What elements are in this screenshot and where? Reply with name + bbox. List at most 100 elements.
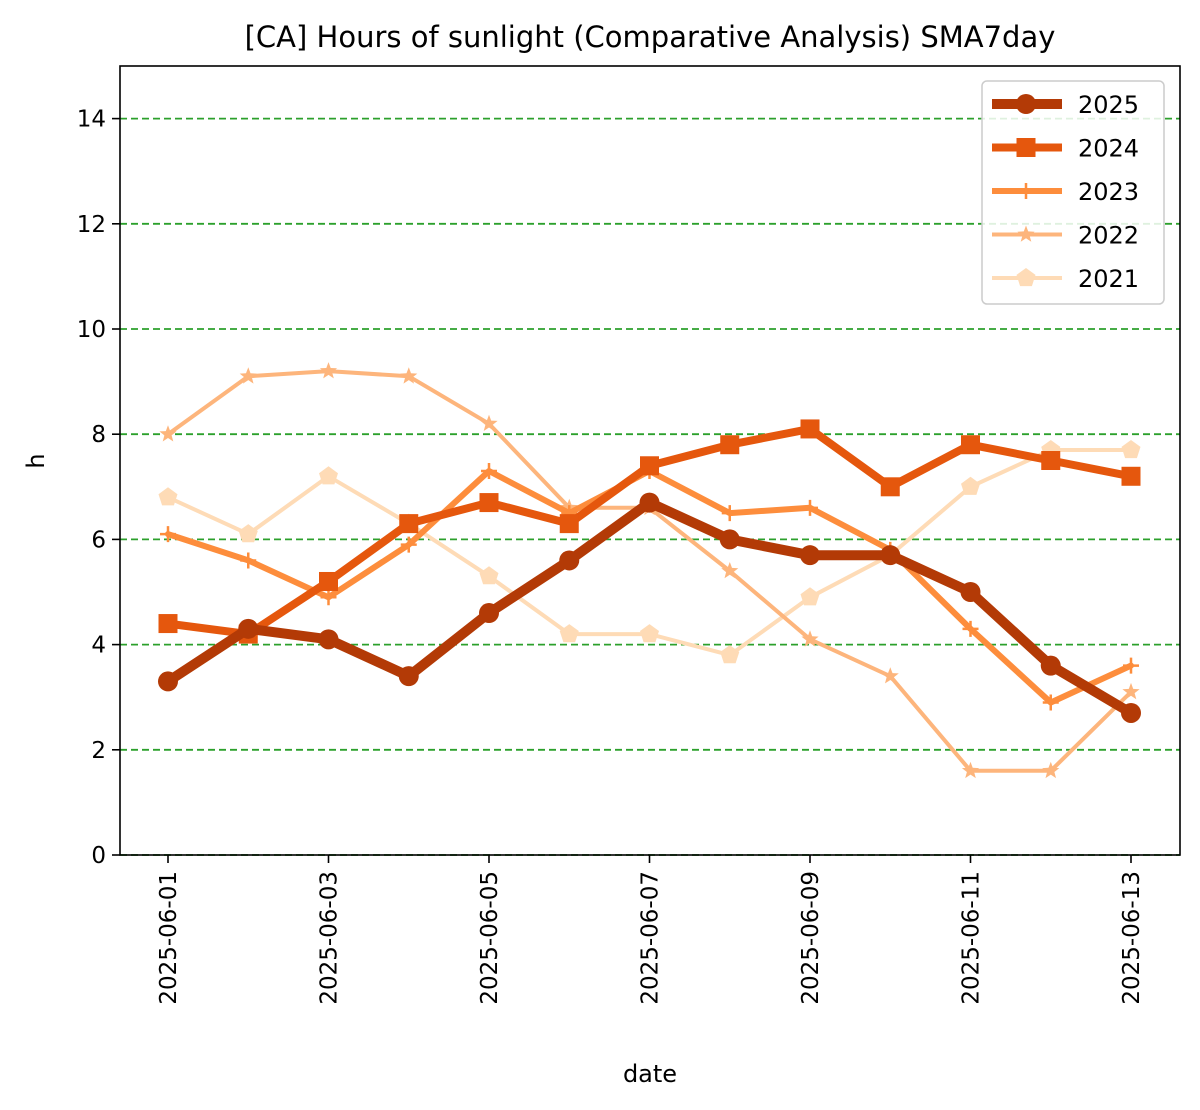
x-tick-label: 2025-06-09 bbox=[798, 871, 824, 1005]
data-point-2024 bbox=[158, 614, 178, 634]
data-point-2024 bbox=[559, 514, 579, 534]
x-tick-label: 2025-06-05 bbox=[477, 871, 503, 1005]
legend-marker-2024 bbox=[1016, 138, 1036, 157]
data-point-2021 bbox=[720, 645, 740, 664]
data-point-2021 bbox=[319, 466, 338, 485]
data-point-2024 bbox=[961, 435, 980, 455]
data-point-2022 bbox=[1042, 761, 1060, 779]
y-tick-label: 12 bbox=[77, 212, 106, 238]
series-2024 bbox=[158, 419, 1141, 644]
data-point-2025 bbox=[719, 529, 740, 550]
data-point-2024 bbox=[399, 514, 419, 534]
legend-label-2025: 2025 bbox=[1078, 91, 1139, 119]
data-point-2023 bbox=[400, 536, 417, 553]
data-point-2024 bbox=[800, 419, 820, 439]
legend-marker-2022 bbox=[1017, 225, 1035, 242]
legend-marker-2023 bbox=[1018, 183, 1034, 199]
series-line-2025 bbox=[163, 497, 1136, 718]
legend-item-2023: 2023 bbox=[992, 178, 1139, 206]
x-tick-label: 2025-06-03 bbox=[317, 871, 343, 1005]
x-tick-label: 2025-06-01 bbox=[156, 871, 182, 1005]
series-line-2022 bbox=[166, 369, 1133, 773]
data-point-2021 bbox=[800, 587, 820, 606]
legend-label-2022: 2022 bbox=[1078, 222, 1139, 250]
data-point-2024 bbox=[640, 456, 659, 476]
data-point-2025 bbox=[960, 582, 981, 602]
data-point-2022 bbox=[400, 367, 418, 384]
data-point-2024 bbox=[479, 493, 499, 513]
y-tick-label: 8 bbox=[91, 422, 106, 448]
data-point-2025 bbox=[398, 666, 419, 687]
data-point-2025 bbox=[479, 603, 499, 624]
data-point-2023 bbox=[1123, 657, 1139, 674]
data-point-2022 bbox=[1122, 682, 1140, 700]
data-point-2021 bbox=[158, 487, 178, 506]
data-point-2022 bbox=[480, 414, 498, 431]
data-point-2022 bbox=[721, 562, 739, 579]
data-point-2022 bbox=[159, 425, 177, 442]
grid-lines bbox=[120, 117, 1180, 856]
data-point-2021 bbox=[559, 624, 579, 643]
x-axis-ticks: 2025-06-01 2025-06-03 2025-06-05 2025-06-07… bbox=[156, 855, 1145, 1005]
data-point-2022 bbox=[961, 761, 980, 779]
data-point-2023 bbox=[160, 526, 176, 543]
data-point-2023 bbox=[962, 620, 979, 637]
data-point-2025 bbox=[800, 545, 820, 566]
data-point-2023 bbox=[1042, 694, 1059, 711]
legend-box bbox=[981, 80, 1165, 305]
y-axis-title: h bbox=[22, 453, 50, 468]
data-point-2021 bbox=[238, 524, 258, 543]
series-2022 bbox=[159, 362, 1140, 779]
legend-marker-2025 bbox=[1016, 94, 1036, 114]
legend-label-2023: 2023 bbox=[1078, 178, 1139, 206]
data-point-2023 bbox=[320, 589, 337, 606]
data-point-2023 bbox=[802, 499, 818, 516]
data-point-2023 bbox=[481, 463, 497, 480]
x-tick-label: 2025-06-11 bbox=[959, 871, 985, 1005]
data-point-2024 bbox=[319, 571, 338, 591]
data-point-2025 bbox=[238, 618, 259, 639]
legend-item-2024: 2024 bbox=[992, 135, 1139, 163]
data-point-2024 bbox=[1041, 451, 1061, 470]
data-point-2022 bbox=[319, 362, 338, 379]
legend: 2025 2024 2023 2022 2021 bbox=[981, 80, 1165, 305]
data-point-2024 bbox=[720, 435, 740, 455]
data-point-2025 bbox=[559, 550, 580, 571]
data-point-2024 bbox=[1121, 466, 1141, 486]
chart-title: [CA] Hours of sunlight (Comparative Anal… bbox=[245, 20, 1056, 54]
legend-item-2022: 2022 bbox=[992, 222, 1139, 250]
y-tick-label: 0 bbox=[91, 843, 106, 869]
data-point-2025 bbox=[318, 629, 339, 650]
data-point-2023 bbox=[240, 552, 257, 569]
data-point-2025 bbox=[158, 671, 178, 692]
data-point-2021 bbox=[479, 566, 499, 585]
legend-marker-2021 bbox=[1016, 268, 1036, 287]
data-point-2022 bbox=[881, 667, 899, 684]
y-tick-label: 6 bbox=[91, 527, 106, 553]
data-point-2025 bbox=[880, 545, 901, 566]
y-tick-label: 14 bbox=[77, 107, 106, 133]
legend-item-2025: 2025 bbox=[992, 91, 1139, 119]
data-point-2025 bbox=[1040, 655, 1061, 676]
legend-item-2021: 2021 bbox=[992, 265, 1139, 293]
data-point-2022 bbox=[239, 367, 257, 384]
data-point-2021 bbox=[640, 624, 659, 643]
x-tick-label: 2025-06-13 bbox=[1119, 871, 1145, 1005]
y-tick-label: 10 bbox=[77, 317, 106, 343]
series-2025 bbox=[158, 492, 1141, 723]
data-point-2022 bbox=[801, 630, 819, 647]
x-tick-label: 2025-06-07 bbox=[638, 871, 664, 1005]
series-lines bbox=[158, 362, 1141, 779]
x-axis-title: date bbox=[623, 1060, 677, 1088]
data-point-2021 bbox=[961, 476, 980, 495]
data-point-2023 bbox=[721, 505, 738, 522]
data-point-2021 bbox=[1121, 440, 1141, 459]
legend-label-2024: 2024 bbox=[1078, 135, 1139, 163]
legend-label-2021: 2021 bbox=[1078, 265, 1139, 293]
y-tick-label: 2 bbox=[91, 738, 106, 764]
y-axis-ticks: 0 2 4 6 8 10 12 14 bbox=[77, 107, 120, 869]
y-tick-label: 4 bbox=[91, 633, 106, 659]
data-point-2025 bbox=[639, 492, 660, 513]
data-point-2024 bbox=[880, 477, 900, 497]
